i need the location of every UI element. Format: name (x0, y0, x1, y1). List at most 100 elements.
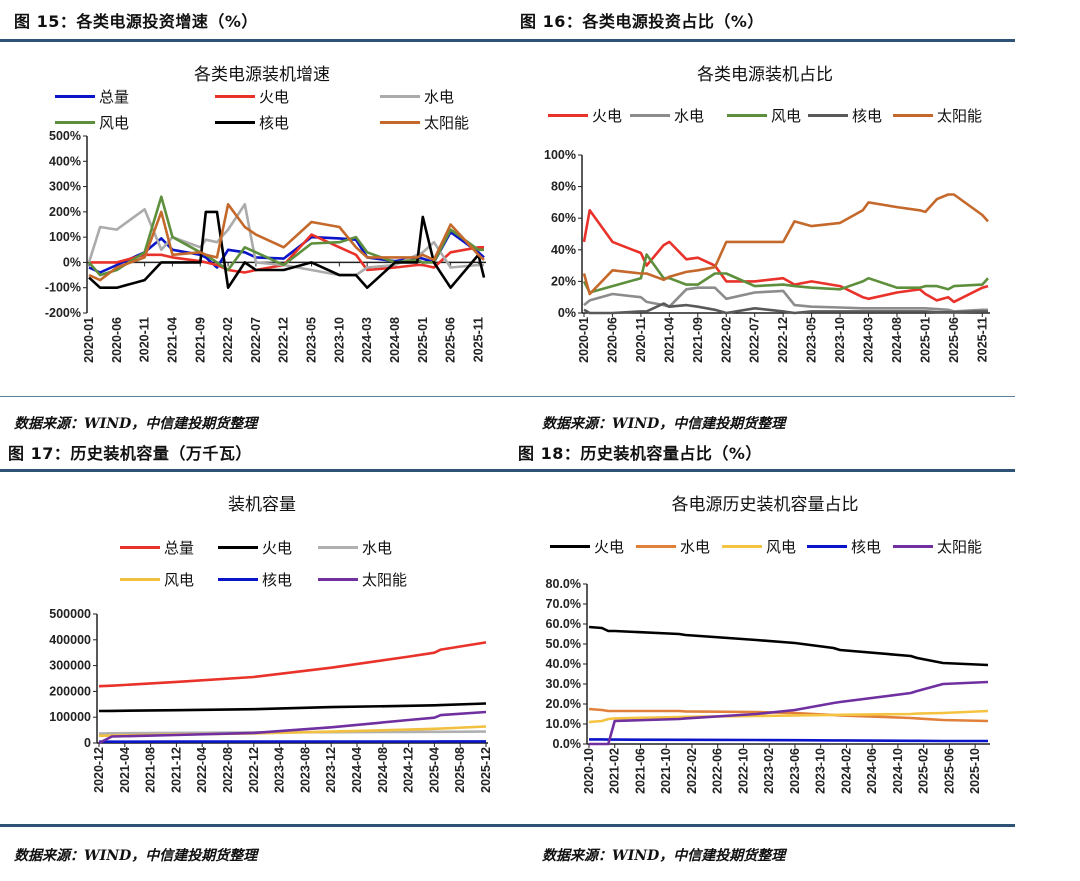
legend-label: 风电 (766, 538, 797, 556)
y-tick-label: 20% (551, 274, 576, 288)
legend-item: 水电 (636, 536, 710, 557)
legend-swatch (808, 114, 848, 117)
series-line-5 (88, 203, 485, 282)
y-tick-label: 50.0% (546, 637, 581, 651)
header-rule-top (0, 39, 1015, 42)
y-tick-label: 20.0% (546, 697, 581, 711)
legend-swatch (55, 121, 95, 124)
legend-item: 火电 (218, 537, 292, 558)
chart-1-title: 各类电源装机增速 (194, 65, 330, 85)
legend-item: 总量 (120, 537, 194, 558)
figure-17-source: 数据来源：WIND，中信建投期货整理 (14, 848, 258, 864)
legend-item: 核电 (807, 536, 881, 557)
legend-label: 火电 (259, 88, 290, 106)
y-tick-label: 300000 (49, 659, 91, 673)
chart-3-title: 装机容量 (228, 495, 296, 515)
x-tick-label: 2021-10 (659, 748, 673, 794)
legend-swatch (550, 545, 590, 548)
y-tick-label: 100000 (49, 710, 91, 724)
x-tick-label: 2021-04 (165, 317, 179, 363)
x-tick-label: 2023-06 (788, 748, 802, 794)
series-line-2 (87, 203, 484, 277)
y-tick-label: 70.0% (546, 597, 581, 611)
legend-item: 水电 (318, 537, 392, 558)
legend-swatch (218, 578, 258, 581)
series-line-5 (98, 710, 487, 745)
x-tick-label: 2022-08 (221, 747, 235, 793)
legend-item: 太阳能 (380, 112, 469, 133)
series-line-0 (98, 641, 487, 688)
y-tick-label: 200% (49, 205, 81, 219)
legend-item: 水电 (380, 86, 454, 107)
legend-item: 风电 (722, 536, 796, 557)
legend-label: 风电 (771, 107, 802, 125)
x-tick-label: 2022-12 (247, 747, 261, 793)
x-tick-label: 2023-10 (814, 748, 828, 794)
chart-4-title: 各电源历史装机容量占比 (671, 495, 859, 515)
x-tick-label: 2022-04 (195, 747, 209, 793)
legend-swatch (893, 545, 933, 548)
series-line-1 (98, 702, 487, 713)
y-tick-label: 60% (551, 211, 576, 225)
x-tick-label: 2024-08 (388, 317, 402, 363)
legend-label: 水电 (680, 538, 711, 556)
legend-item: 风电 (727, 105, 801, 126)
legend-label: 水电 (674, 107, 705, 125)
x-tick-label: 2024-02 (839, 748, 853, 794)
series-line-0 (582, 209, 989, 304)
x-tick-label: 2020-01 (577, 317, 591, 363)
legend-swatch (318, 578, 358, 581)
legend-label: 总量 (99, 88, 130, 106)
x-tick-label: 2022-02 (719, 317, 733, 363)
x-tick-label: 2022-02 (685, 748, 699, 794)
figure-15-title: 图 15：各类电源投资增速（%） (14, 12, 258, 31)
y-tick-label: 80% (551, 180, 576, 194)
x-tick-label: 2025-06 (942, 748, 956, 794)
x-tick-label: 2022-06 (711, 748, 725, 794)
legend-label: 太阳能 (424, 114, 470, 132)
x-tick-label: 2021-02 (608, 748, 622, 794)
legend-swatch (218, 546, 258, 549)
x-tick-label: 2021-09 (193, 317, 207, 363)
legend-label: 核电 (259, 114, 290, 132)
x-tick-label: 2023-12 (324, 747, 338, 793)
legend-item: 水电 (630, 105, 704, 126)
y-tick-label: 500% (49, 129, 81, 143)
legend-item: 太阳能 (893, 105, 982, 126)
legend-label: 太阳能 (362, 571, 408, 589)
legend-swatch (380, 95, 420, 98)
x-tick-label: 2025-11 (975, 317, 989, 362)
legend-swatch (630, 114, 670, 117)
legend-label: 核电 (262, 571, 293, 589)
series-line-3 (583, 302, 988, 315)
legend-label: 水电 (362, 539, 393, 557)
legend-swatch (120, 578, 160, 581)
legend-swatch (727, 114, 767, 117)
series-line-2 (588, 709, 989, 724)
x-tick-label: 2022-07 (748, 317, 762, 363)
x-tick-label: 2025-10 (968, 748, 982, 794)
legend-label: 风电 (99, 114, 130, 132)
legend-item: 火电 (215, 86, 289, 107)
legend-item: 火电 (548, 105, 622, 126)
y-tick-label: 40.0% (546, 657, 581, 671)
legend-item: 风电 (55, 112, 129, 133)
footer-rule-bottom (0, 824, 1015, 827)
legend-label: 火电 (262, 539, 293, 557)
legend-label: 太阳能 (937, 538, 983, 556)
chart-2-title: 各类电源装机占比 (697, 65, 833, 85)
x-tick-label: 2022-12 (776, 317, 790, 363)
y-tick-label: 40% (551, 243, 576, 257)
x-tick-label: 2021-08 (144, 747, 158, 793)
x-tick-label: 2022-07 (249, 317, 263, 363)
legend-swatch (215, 121, 255, 124)
legend-item: 核电 (808, 105, 882, 126)
legend-item: 火电 (550, 536, 624, 557)
x-tick-label: 2020-11 (138, 317, 152, 362)
legend-swatch (893, 114, 933, 117)
x-tick-label: 2023-10 (332, 317, 346, 363)
header-rule-bottom (0, 469, 1015, 472)
x-tick-label: 2020-10 (582, 748, 596, 794)
legend-swatch (380, 121, 420, 124)
